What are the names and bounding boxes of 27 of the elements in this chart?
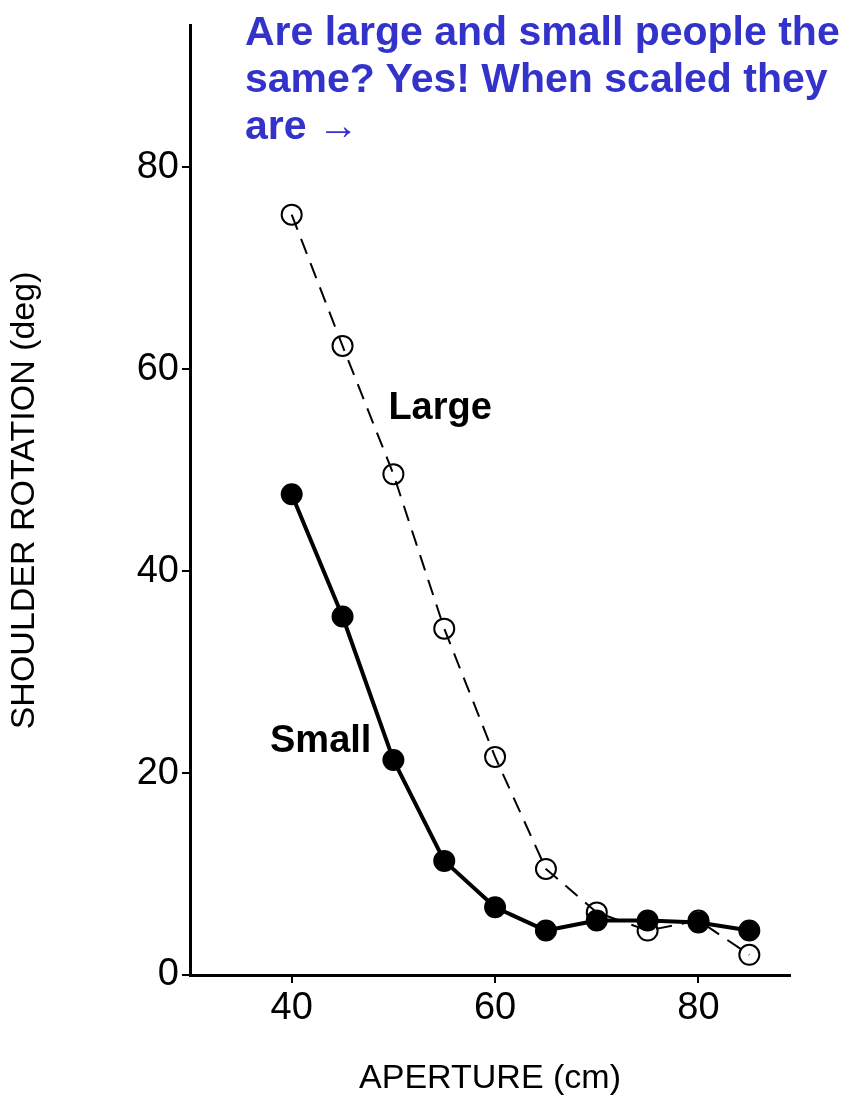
point [484, 896, 507, 919]
point [738, 943, 761, 966]
point [433, 849, 456, 872]
y-tick-label: 20 [136, 749, 179, 792]
y-tick-label: 80 [136, 143, 179, 186]
point [331, 334, 354, 357]
point [433, 617, 456, 640]
point [382, 463, 405, 486]
y-tick-label: 40 [136, 547, 179, 590]
point [534, 919, 557, 942]
y-tick-label: 60 [136, 345, 179, 388]
x-tick-label: 80 [677, 985, 720, 1028]
y-tick-label: 0 [157, 951, 179, 994]
series-label: Large [388, 385, 492, 428]
point [534, 857, 557, 880]
x-tick-label: 60 [473, 985, 517, 1028]
y-axis-title: SHOULDER ROTATION (deg) [2, 271, 41, 730]
point [382, 748, 405, 771]
x-axis-title: APERTURE (cm) [359, 1056, 621, 1095]
point [280, 483, 303, 506]
point [738, 919, 761, 942]
point [331, 605, 354, 628]
series-label: Small [270, 717, 372, 760]
text: Are large and small people the same? Yes! When scaled they are → [245, 8, 841, 150]
point [484, 745, 507, 768]
point [280, 203, 303, 226]
x-tick-label: 40 [270, 985, 313, 1028]
